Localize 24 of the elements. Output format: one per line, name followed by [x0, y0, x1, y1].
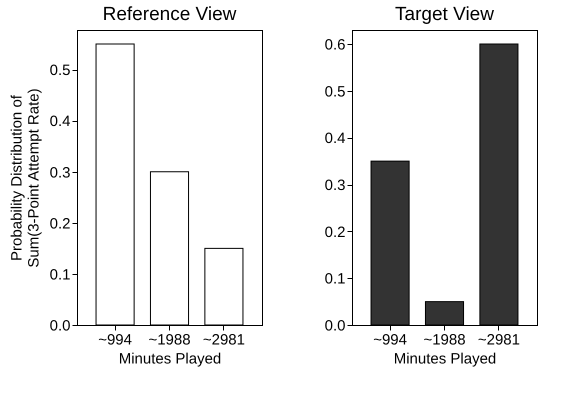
y-tick-label: 0.4 [324, 130, 346, 148]
x-tick-label: ~1988 [423, 332, 466, 348]
y-tick-label: 0.2 [50, 215, 70, 232]
y-tick-label: 0.2 [324, 224, 346, 241]
y-tick-label: 0.5 [324, 83, 346, 100]
y-tick-label: 0.1 [324, 270, 346, 288]
chart-title: Reference View [102, 4, 237, 25]
x-tick-label: ~994 [373, 332, 407, 348]
chart-title: Target View [395, 4, 494, 25]
x-axis-title: Minutes Played [394, 350, 496, 368]
x-tick-label: ~1988 [148, 332, 191, 348]
y-axis-title: Probability Distribution of Sum(3-Point Attempt Rate) [8, 88, 43, 268]
y-tick-label: 0.0 [50, 318, 70, 334]
y-tick-label: 0.1 [50, 266, 70, 284]
x-tick-label: ~2981 [478, 332, 520, 348]
y-tick-label: 0.4 [50, 113, 70, 130]
y-tick-label: 0.6 [324, 36, 346, 54]
y-tick-label: 0.0 [324, 318, 346, 334]
x-axis-title: Minutes Played [118, 350, 222, 368]
x-tick-label: ~994 [98, 332, 132, 348]
y-tick-label: 0.3 [324, 177, 346, 194]
y-tick-label: 0.5 [50, 62, 70, 80]
y-tick-label: 0.3 [50, 164, 70, 182]
x-tick-label: ~2981 [202, 332, 245, 348]
